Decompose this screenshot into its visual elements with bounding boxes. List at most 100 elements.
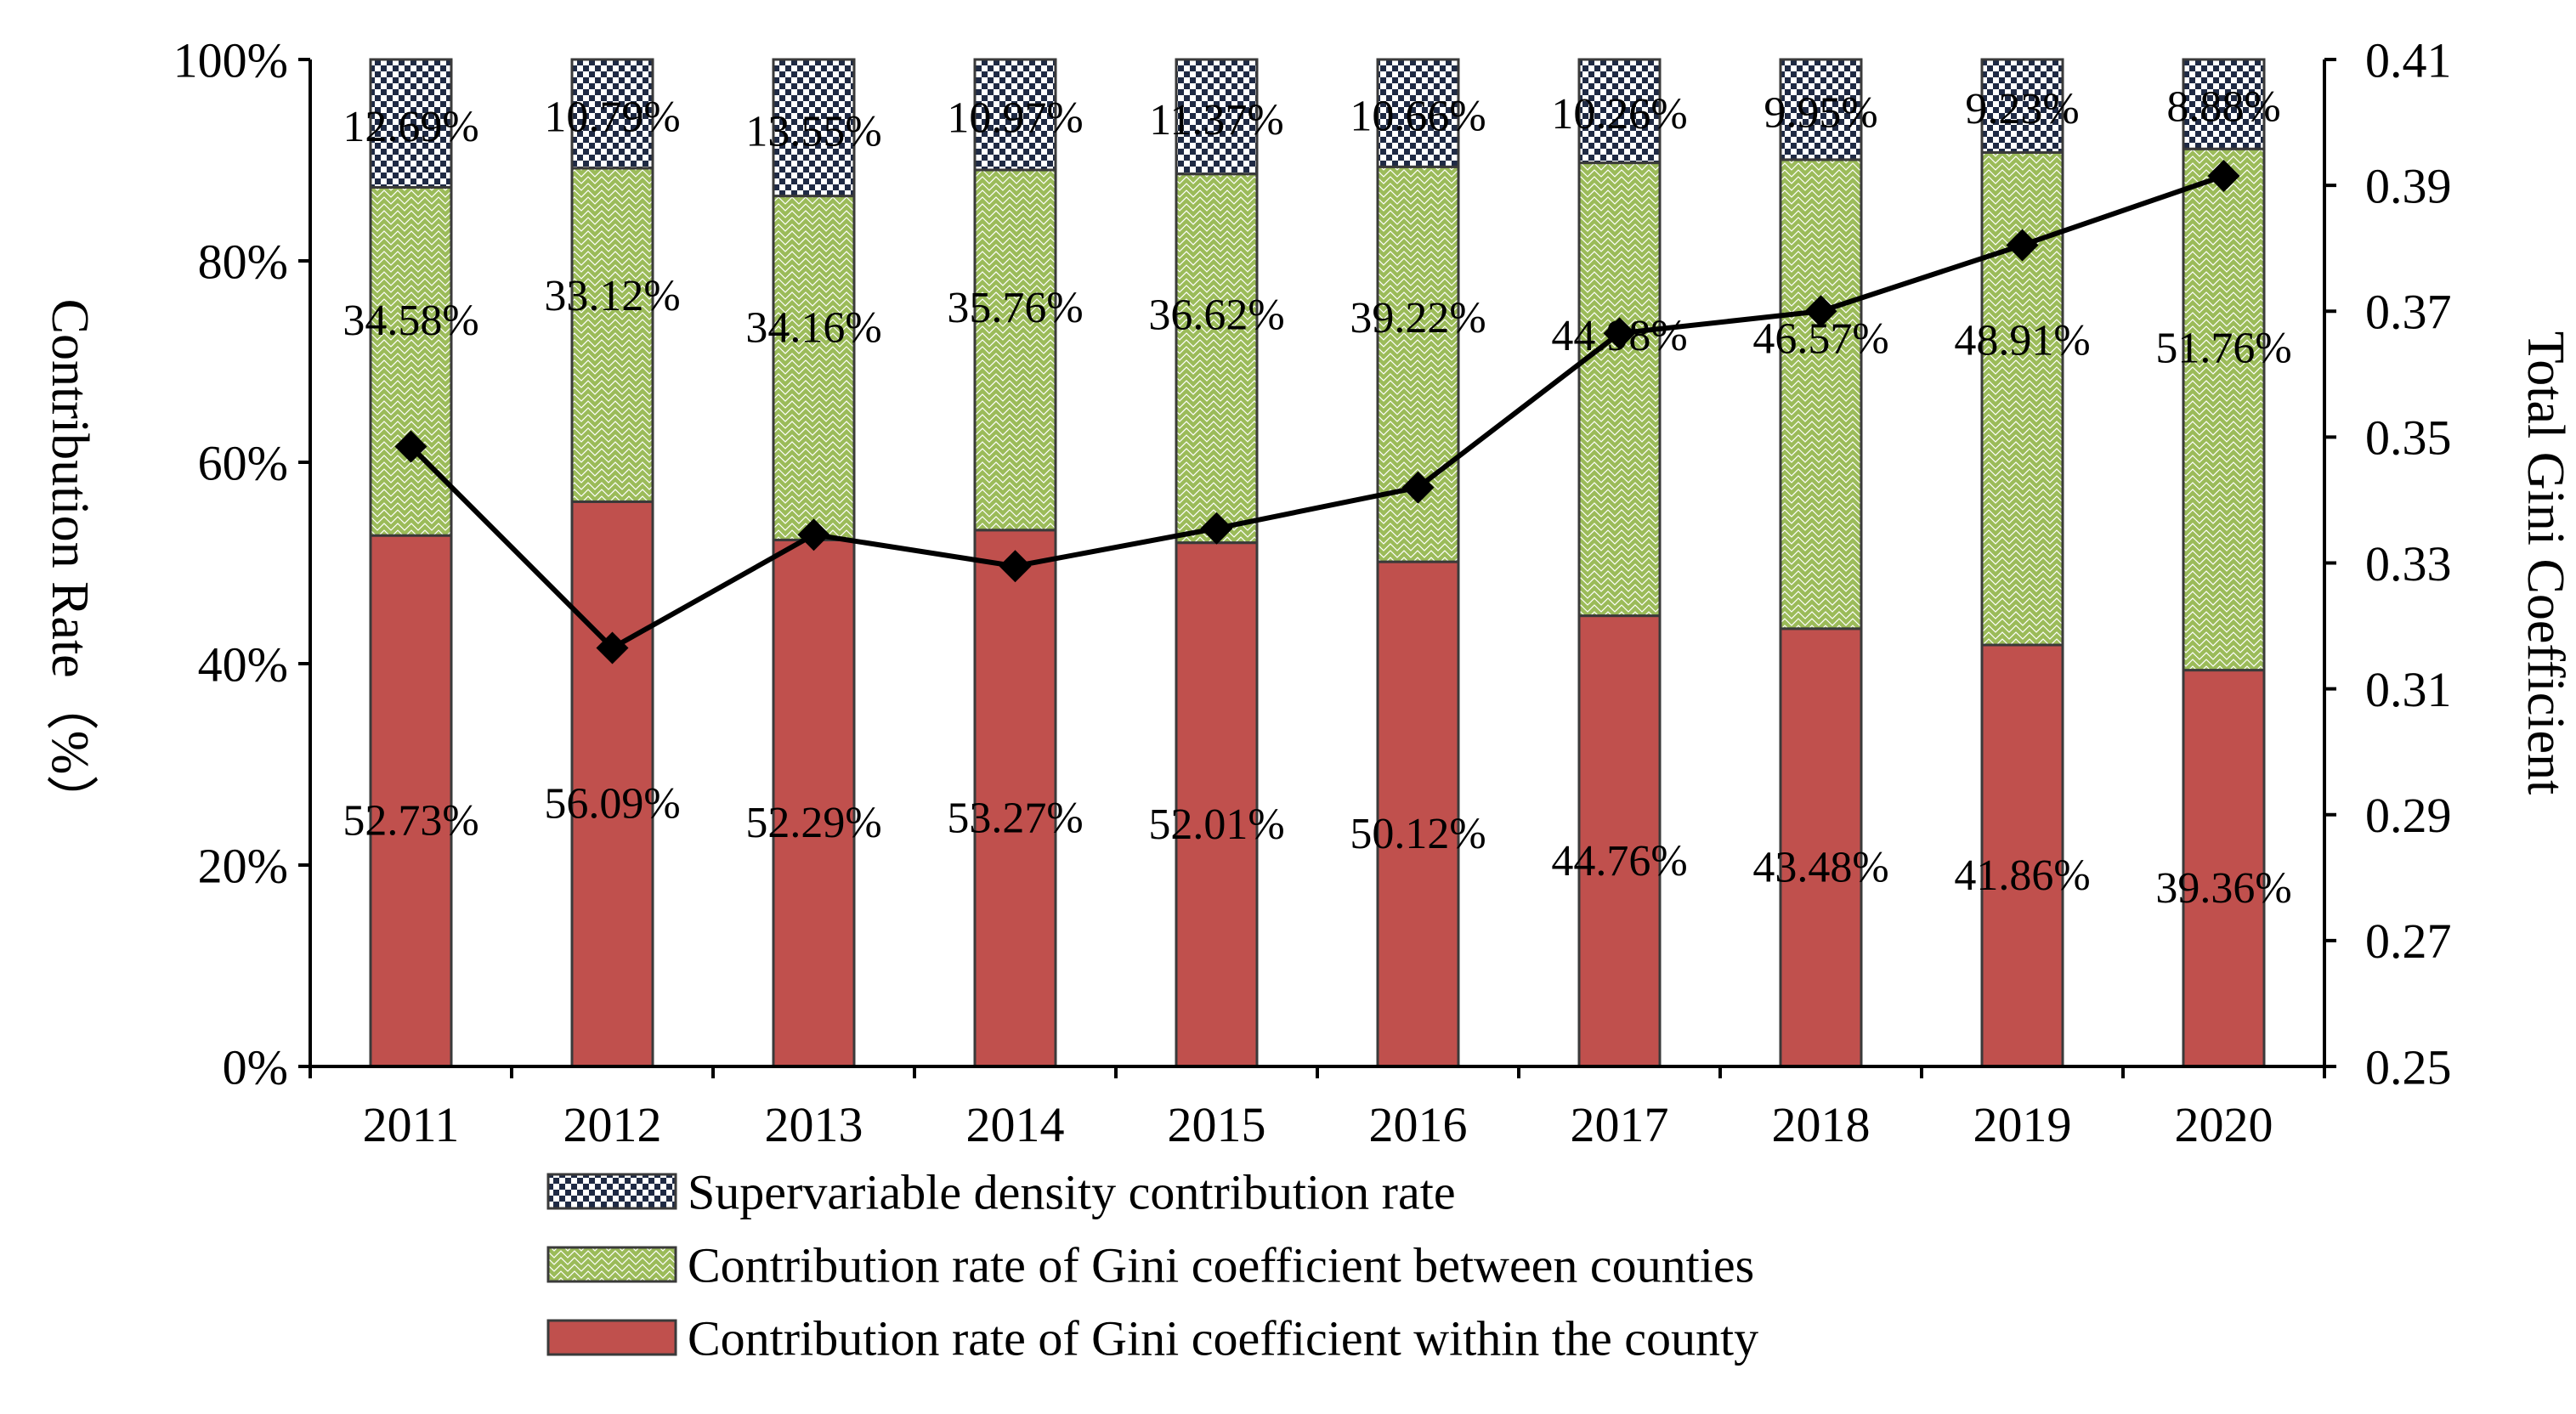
data-label-between-counties-2012: 33.12%: [544, 272, 680, 320]
gini-point-2020: [2207, 160, 2240, 192]
bar-within-county-2019: [1980, 643, 2064, 1068]
data-label-between-counties-2019: 48.91%: [1954, 317, 2090, 365]
left-axis-title: Contribution Rate（%）: [41, 299, 99, 828]
right-tick-label: 0.27: [2365, 913, 2452, 969]
bar-supervariable-density-2018: [1779, 58, 1863, 161]
data-label-supervariable-density-2011: 12.69%: [343, 103, 478, 151]
bar-within-county-2016: [1376, 560, 1460, 1068]
gini-point-2014: [999, 550, 1032, 583]
left-tick-label: 40%: [198, 636, 288, 692]
bar-between-counties-2017: [1577, 161, 1662, 618]
gini-point-2015: [1200, 512, 1233, 545]
gini-point-2012: [596, 631, 629, 665]
right-tick-label: 0.35: [2365, 410, 2452, 466]
bar-between-counties-2019: [1980, 150, 2064, 647]
data-labels-layer: 52.73% 34.58% 12.69% 56.09% 33.12% 10.79% 52.2…: [343, 83, 2291, 913]
x-tick-label: 2014: [966, 1097, 1065, 1152]
data-label-supervariable-density-2013: 13.55%: [745, 108, 881, 156]
data-label-within-county-2012: 56.09%: [544, 780, 680, 829]
bar-within-county-2018: [1779, 627, 1863, 1068]
bar-between-counties-2014: [973, 168, 1057, 532]
data-label-between-counties-2011: 34.58%: [343, 297, 478, 345]
bar-within-county-2011: [369, 534, 453, 1068]
gini-line: [409, 173, 2225, 652]
data-label-between-counties-2018: 46.57%: [1752, 315, 1888, 364]
data-label-within-county-2019: 41.86%: [1954, 851, 2090, 900]
bar-between-counties-2012: [570, 167, 654, 503]
x-tick-label: 2015: [1168, 1097, 1266, 1152]
bar-supervariable-density-2019: [1980, 58, 2064, 154]
data-label-between-counties-2013: 34.16%: [745, 303, 881, 352]
bar-supervariable-density-2014: [973, 58, 1057, 172]
x-tick-label: 2018: [1772, 1097, 1871, 1152]
bars-layer: [369, 58, 2266, 1068]
bar-between-counties-2015: [1175, 173, 1259, 545]
data-label-within-county-2014: 53.27%: [947, 794, 1083, 842]
bar-between-counties-2020: [2182, 147, 2266, 672]
right-axis-title: Total Gini Coefficient: [2517, 331, 2574, 795]
legend-swatch-supervariable-density: [546, 1173, 677, 1210]
legend-swatch-between-counties: [546, 1246, 677, 1283]
x-tick-label: 2013: [765, 1097, 863, 1152]
bar-supervariable-density-2016: [1376, 58, 1460, 168]
right-tick-label: 0.33: [2365, 536, 2452, 591]
legend-label-within-county: Contribution rate of Gini coefficient wi…: [688, 1310, 1758, 1366]
data-label-between-counties-2015: 36.62%: [1148, 291, 1284, 340]
data-label-supervariable-density-2012: 10.79%: [544, 93, 680, 142]
bar-supervariable-density-2017: [1577, 58, 1662, 165]
right-tick-label: 0.39: [2365, 158, 2452, 213]
legend: Supervariable density contribution rate C…: [546, 1164, 1758, 1366]
data-label-within-county-2020: 39.36%: [2155, 864, 2291, 913]
right-tick-label: 0.25: [2365, 1039, 2452, 1094]
bar-within-county-2020: [2182, 669, 2266, 1068]
data-label-within-county-2013: 52.29%: [745, 799, 881, 847]
legend-swatch-within-county: [546, 1319, 677, 1356]
data-label-supervariable-density-2018: 9.95%: [1764, 88, 1877, 137]
right-tick-label: 0.31: [2365, 662, 2452, 717]
legend-label-supervariable-density: Supervariable density contribution rate: [688, 1164, 1456, 1219]
left-tick-label: 80%: [198, 234, 288, 289]
data-label-within-county-2018: 43.48%: [1752, 843, 1888, 891]
bar-supervariable-density-2012: [570, 58, 654, 170]
gini-point-2016: [1401, 471, 1435, 504]
data-label-supervariable-density-2019: 9.23%: [1965, 85, 2079, 133]
gini-point-2019: [2006, 229, 2039, 262]
gini-line-layer: [394, 160, 2240, 665]
data-label-between-counties-2016: 39.22%: [1350, 294, 1486, 342]
left-tick-label: 100%: [173, 32, 288, 88]
data-label-within-county-2011: 52.73%: [343, 797, 478, 846]
data-label-supervariable-density-2020: 8.88%: [2166, 83, 2280, 132]
right-tick-label: 0.41: [2365, 32, 2452, 88]
legend-label-between-counties: Contribution rate of Gini coefficient be…: [688, 1237, 1754, 1292]
x-tick-label: 2011: [363, 1097, 460, 1152]
gini-point-2013: [797, 518, 830, 551]
data-label-within-county-2015: 52.01%: [1148, 800, 1284, 849]
left-tick-label: 60%: [198, 435, 288, 490]
data-label-supervariable-density-2014: 10.97%: [947, 94, 1083, 143]
data-label-between-counties-2020: 51.76%: [2155, 324, 2291, 372]
gini-point-2018: [1804, 295, 1837, 328]
bar-supervariable-density-2015: [1175, 58, 1259, 176]
bar-between-counties-2013: [772, 195, 856, 541]
bar-supervariable-density-2011: [369, 58, 453, 189]
gini-point-2011: [394, 430, 427, 463]
data-label-within-county-2017: 44.76%: [1551, 837, 1687, 885]
left-tick-label: 0%: [223, 1039, 288, 1094]
gini-point-2017: [1603, 317, 1636, 350]
left-tick-label: 20%: [198, 838, 288, 893]
x-tick-label: 2020: [2175, 1097, 2273, 1152]
right-tick-label: 0.29: [2365, 788, 2452, 843]
data-label-supervariable-density-2015: 11.37%: [1149, 96, 1283, 144]
bar-between-counties-2018: [1779, 158, 1863, 631]
data-label-between-counties-2014: 35.76%: [947, 284, 1083, 332]
axes-layer: 0% 20% 40% 60% 80% 100% 0.25 0.27 0.29 0.31 0.33 0.…: [41, 32, 2574, 1152]
x-tick-label: 2012: [563, 1097, 662, 1152]
right-tick-label: 0.37: [2365, 285, 2452, 340]
x-tick-label: 2016: [1369, 1097, 1468, 1152]
bar-supervariable-density-2020: [2182, 58, 2266, 150]
data-label-within-county-2016: 50.12%: [1350, 810, 1486, 858]
bar-between-counties-2011: [369, 185, 453, 537]
bar-supervariable-density-2013: [772, 58, 856, 198]
